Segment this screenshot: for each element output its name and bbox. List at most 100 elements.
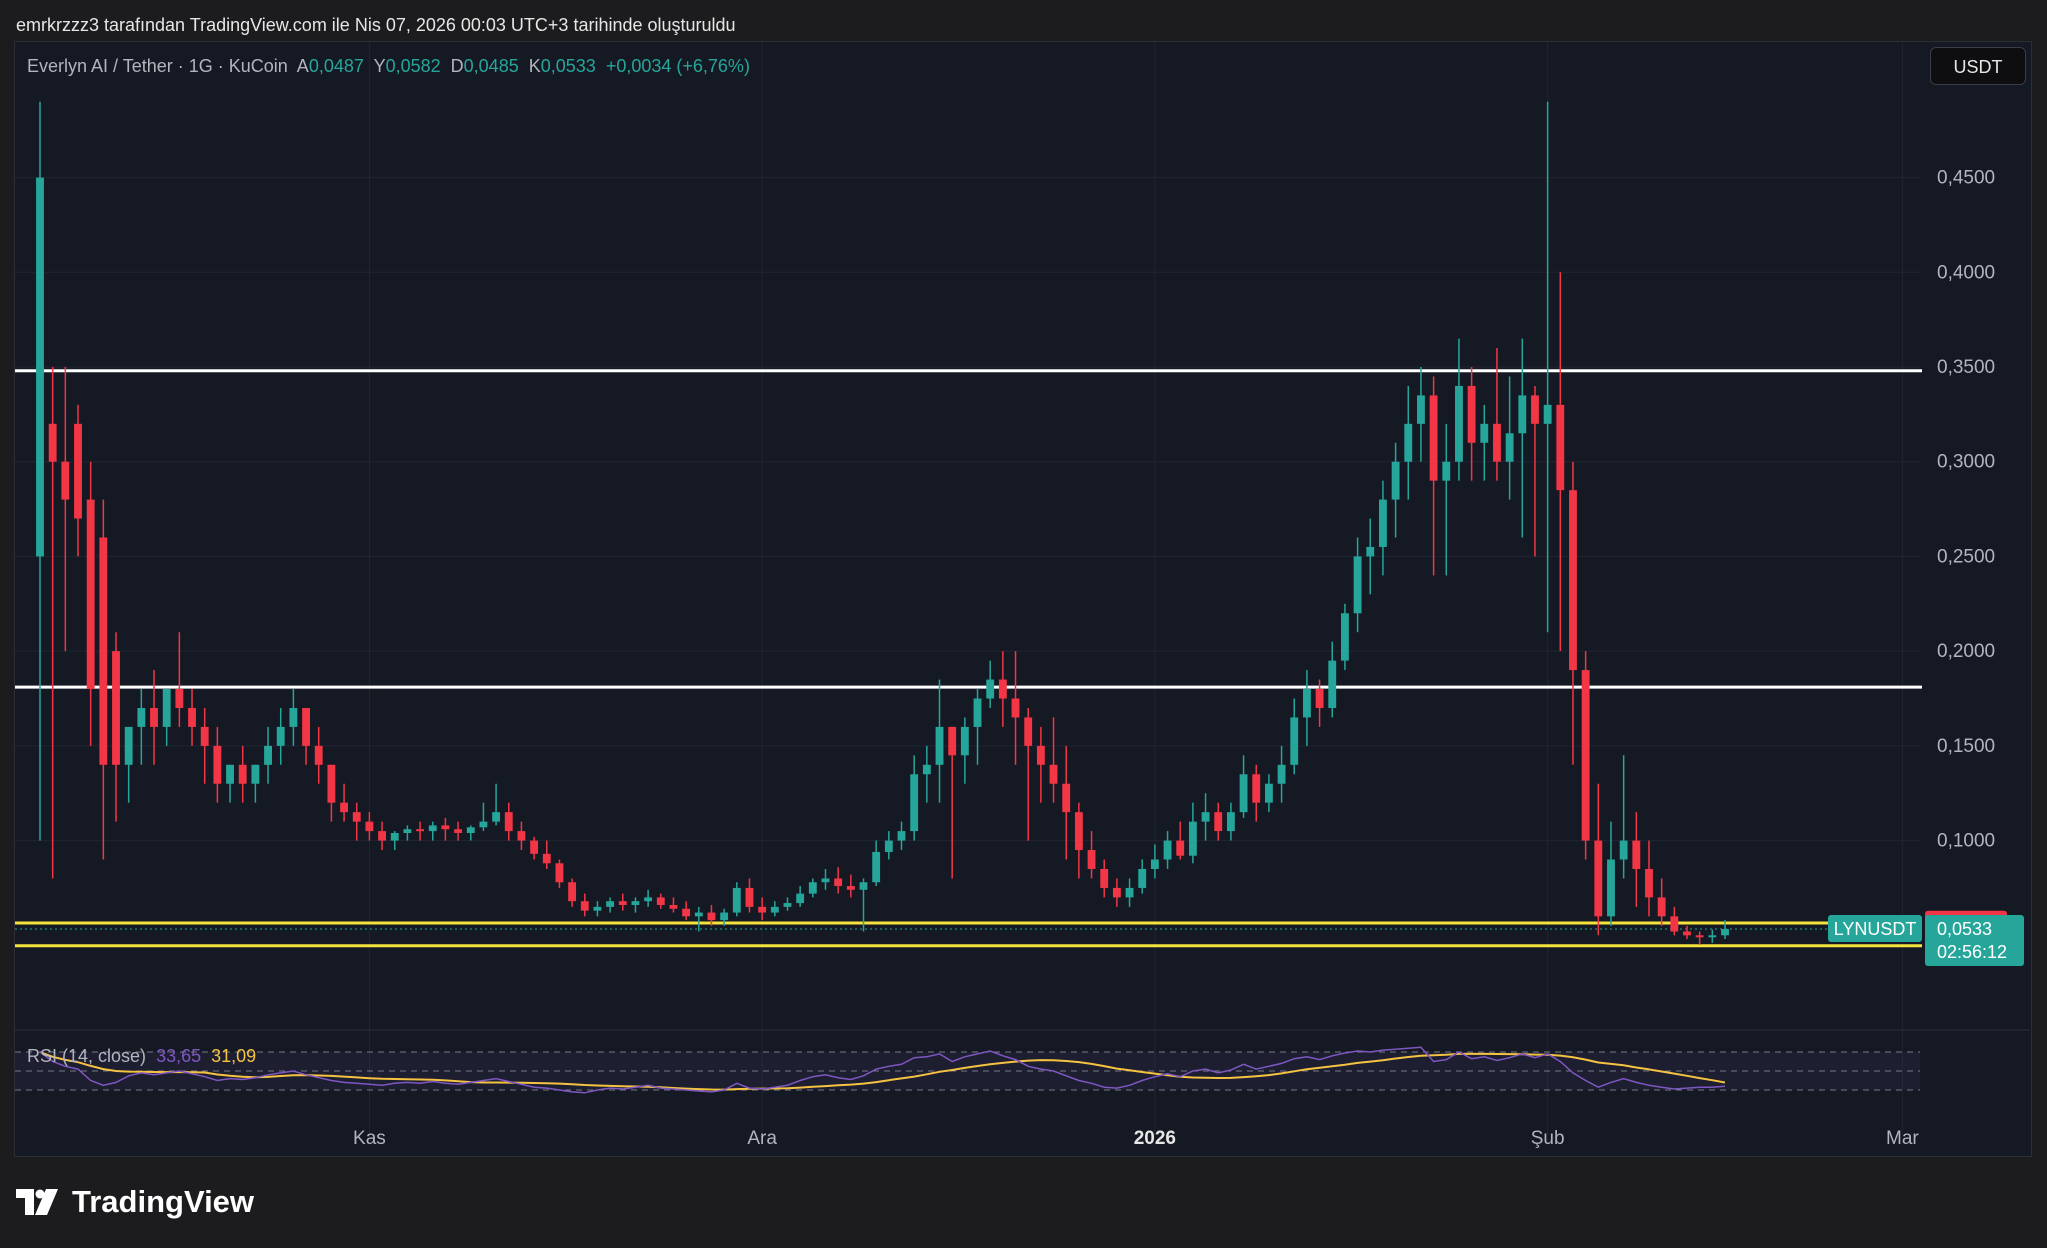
candle-body [238, 764, 247, 784]
candle-body [1531, 395, 1539, 424]
price-tick-label: 0,2500 [1937, 546, 1995, 567]
candle-body [428, 825, 437, 832]
candle-body [1581, 670, 1590, 841]
candle-body [1721, 929, 1729, 936]
open-value: 0,0487 [308, 56, 364, 76]
candle-body [289, 707, 298, 727]
candle-body [1404, 423, 1413, 462]
candle-body [631, 901, 640, 905]
candle-body [1379, 499, 1387, 547]
currency-button[interactable]: USDT [1930, 47, 2026, 85]
candle-body [580, 901, 589, 911]
price-tick-label: 0,3000 [1937, 452, 1995, 473]
candle-body [1315, 689, 1324, 708]
candle-body [973, 698, 982, 727]
candle-body [264, 745, 272, 765]
candle-body [1569, 490, 1577, 671]
last-price-label: 0,0533 [1937, 919, 1992, 939]
chart-panel[interactable] [14, 41, 2032, 1157]
candle-body [1264, 783, 1273, 803]
candle-body [1062, 783, 1071, 813]
candle-body [378, 831, 386, 841]
candle-body [783, 903, 792, 907]
candle-body [365, 821, 374, 832]
candle-body [656, 897, 665, 905]
candle-body [517, 831, 526, 841]
candle-body [1036, 745, 1045, 765]
candle-body [542, 853, 551, 864]
candle-body [1632, 840, 1641, 869]
candle-body [834, 878, 843, 887]
axes: 0,4500 0,4000 0,3500 0,3000 0,2500 0,2000 0,15… [353, 168, 1995, 1149]
tradingview-logo[interactable]: TradingView [16, 1184, 254, 1220]
candle-body [1391, 461, 1400, 500]
candle-body [1455, 385, 1463, 462]
candle-body [745, 887, 754, 907]
candle-body [1657, 897, 1666, 917]
candle-body [796, 893, 805, 904]
candle-series [36, 101, 1729, 945]
candle-body [1302, 689, 1311, 718]
candle-body [720, 912, 729, 921]
candle-body [1683, 931, 1691, 936]
candle-body [1429, 395, 1438, 481]
candle-body [707, 912, 716, 921]
candle-body [1607, 859, 1615, 917]
candle-body [492, 812, 501, 822]
symbol-legend: Everlyn AI / Tether · 1G · KuCoin A0,048… [27, 56, 750, 76]
price-tick-label: 0,1000 [1937, 831, 1995, 852]
candle-body [922, 764, 931, 775]
candle-body [732, 887, 741, 913]
candle-body [935, 726, 944, 765]
candle-body [504, 812, 513, 832]
candle-body [1176, 840, 1185, 856]
candle-body [112, 651, 120, 765]
candle-body [1290, 717, 1299, 765]
candle-body [530, 840, 539, 854]
candle-body [1087, 850, 1096, 869]
close-value: 0,0533 [540, 56, 596, 76]
candle-body [884, 840, 893, 852]
countdown-label: 02:56:12 [1937, 942, 2007, 962]
candle-body [213, 745, 222, 784]
low-value: 0,0485 [463, 56, 519, 76]
candle-body [986, 679, 995, 699]
candle-body [416, 829, 425, 832]
candle-body [1708, 935, 1717, 938]
price-tick-label: 0,4000 [1937, 262, 1995, 283]
candle-body [1670, 916, 1679, 932]
rsi-line [39, 1046, 1726, 1094]
candle-body [859, 882, 868, 890]
candle-body [555, 863, 564, 883]
candle-body [1619, 840, 1628, 860]
candle-body [1493, 423, 1501, 462]
candle-body [669, 904, 678, 909]
candle-body [403, 829, 412, 833]
candle-body [441, 825, 450, 830]
candle-body [606, 901, 615, 907]
candle-body [86, 499, 95, 690]
change-value: +0,0034 (+6,76%) [605, 56, 750, 76]
candle-body [1543, 404, 1552, 424]
candle-body [466, 827, 475, 833]
grid-lines [15, 42, 1920, 1135]
time-tick-label: Ara [747, 1128, 777, 1149]
candle-body [1150, 859, 1159, 869]
candle-body [770, 906, 779, 913]
tradingview-icon [16, 1189, 58, 1215]
candle-body [226, 764, 234, 784]
candle-body [948, 726, 957, 756]
rsi-legend: RSI (14, close) 33,65 31,09 [27, 1046, 256, 1067]
candle-body [340, 802, 348, 813]
candle-body [200, 726, 209, 746]
candle-body [327, 764, 336, 803]
candle-body [162, 689, 171, 727]
last-price-box [1925, 915, 2024, 967]
candle-body [1239, 774, 1248, 813]
candle-body [897, 831, 906, 841]
price-tick-label: 0,3500 [1937, 357, 1995, 378]
candle-body [644, 897, 653, 902]
candle-body [821, 878, 830, 883]
